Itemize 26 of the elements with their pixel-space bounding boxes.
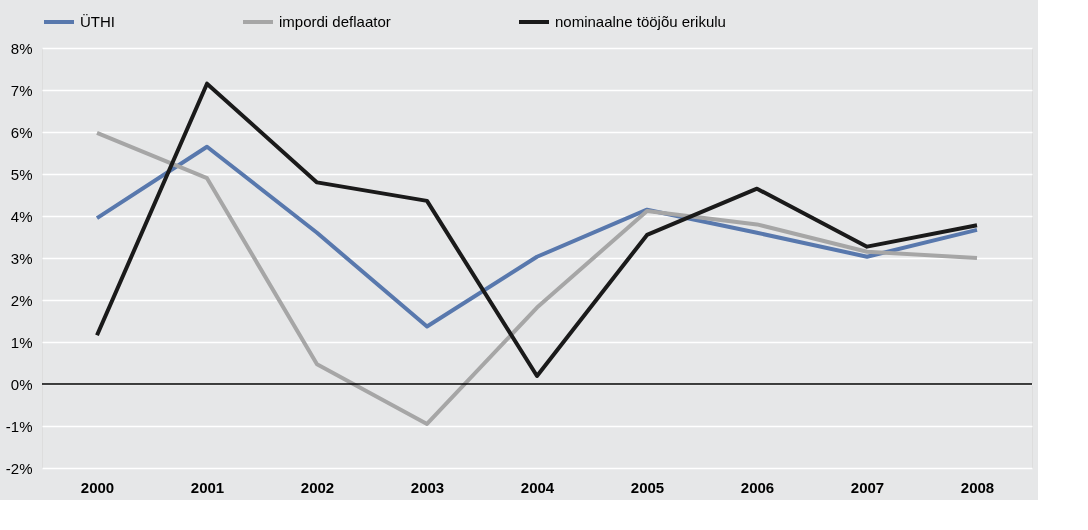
- x-tick-label: 2006: [740, 478, 775, 496]
- x-tick-label: 2007: [850, 478, 885, 496]
- x-tick-label: 2008: [960, 478, 995, 496]
- y-tick-label: 1%: [10, 333, 33, 351]
- legend-label: nominaalne tööjõu erikulu: [555, 13, 726, 30]
- x-tick-label: 2005: [630, 478, 665, 496]
- y-tick-label: 5%: [10, 165, 33, 183]
- y-tick-label: 3%: [10, 249, 33, 267]
- line-series: [95, 144, 979, 329]
- line-series: [95, 130, 979, 426]
- legend-label: impordi deflaator: [279, 13, 391, 30]
- x-tick-label: 2003: [410, 478, 445, 496]
- legend-label: ÜTHI: [80, 13, 115, 30]
- y-tick-label: 2%: [10, 291, 33, 309]
- y-tick-label: -2%: [5, 459, 33, 477]
- y-tick-label: 4%: [10, 207, 33, 225]
- y-tick-label: 0%: [10, 375, 33, 393]
- y-tick-label: 8%: [10, 39, 33, 57]
- y-tick-label: 6%: [10, 123, 33, 141]
- x-tick-label: 2004: [520, 478, 555, 496]
- y-tick-label: -1%: [5, 417, 33, 435]
- x-tick-label: 2001: [190, 478, 225, 496]
- x-tick-label: 2002: [300, 478, 335, 496]
- line-series: [95, 81, 979, 379]
- x-tick-label: 2000: [80, 478, 115, 496]
- y-tick-label: 7%: [10, 81, 33, 99]
